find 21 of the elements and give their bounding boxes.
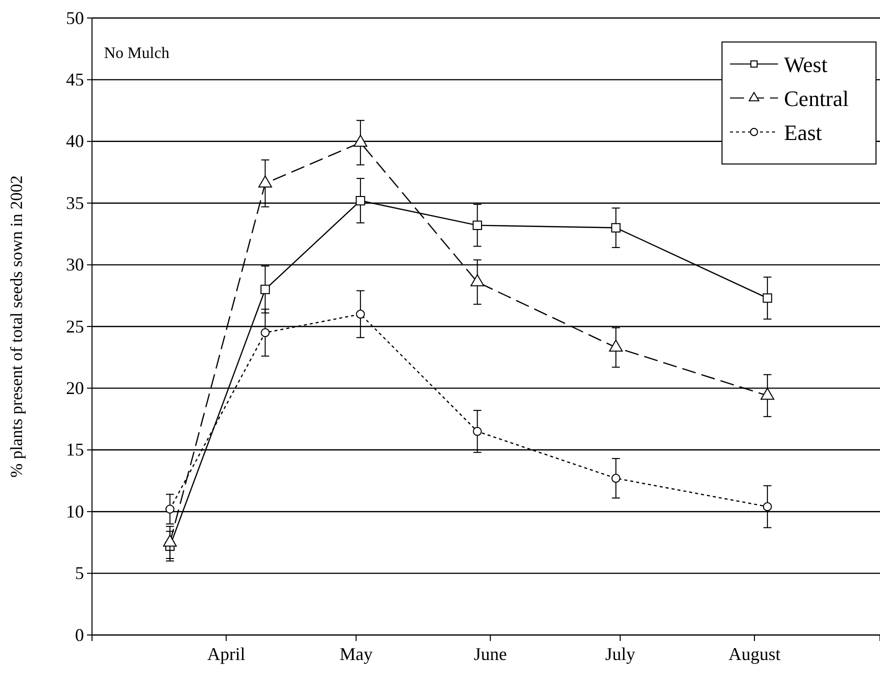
x-tick-label: June	[474, 644, 507, 664]
y-tick-label: 0	[75, 624, 84, 645]
annotation: No Mulch	[104, 45, 170, 62]
legend-label: East	[784, 120, 822, 145]
legend-label: West	[784, 52, 828, 77]
y-tick-label: 45	[66, 69, 84, 90]
y-tick-label: 20	[66, 378, 84, 398]
x-tick-label: July	[605, 644, 636, 664]
y-axis-title: % plants present of total seeds sown in 2002	[7, 175, 26, 478]
legend-label: Central	[784, 86, 849, 111]
y-tick-label: 5	[75, 563, 84, 584]
y-tick-label: 25	[66, 316, 84, 336]
y-tick-label: 10	[66, 501, 84, 522]
x-tick-label: May	[340, 644, 373, 664]
y-tick-label: 30	[66, 254, 84, 275]
y-tick-label: 15	[66, 440, 84, 460]
x-tick-label: August	[728, 644, 780, 664]
x-tick-label: April	[207, 644, 246, 664]
y-tick-label: 40	[66, 131, 84, 152]
y-tick-label: 50	[66, 8, 84, 28]
y-tick-label: 35	[66, 192, 84, 213]
